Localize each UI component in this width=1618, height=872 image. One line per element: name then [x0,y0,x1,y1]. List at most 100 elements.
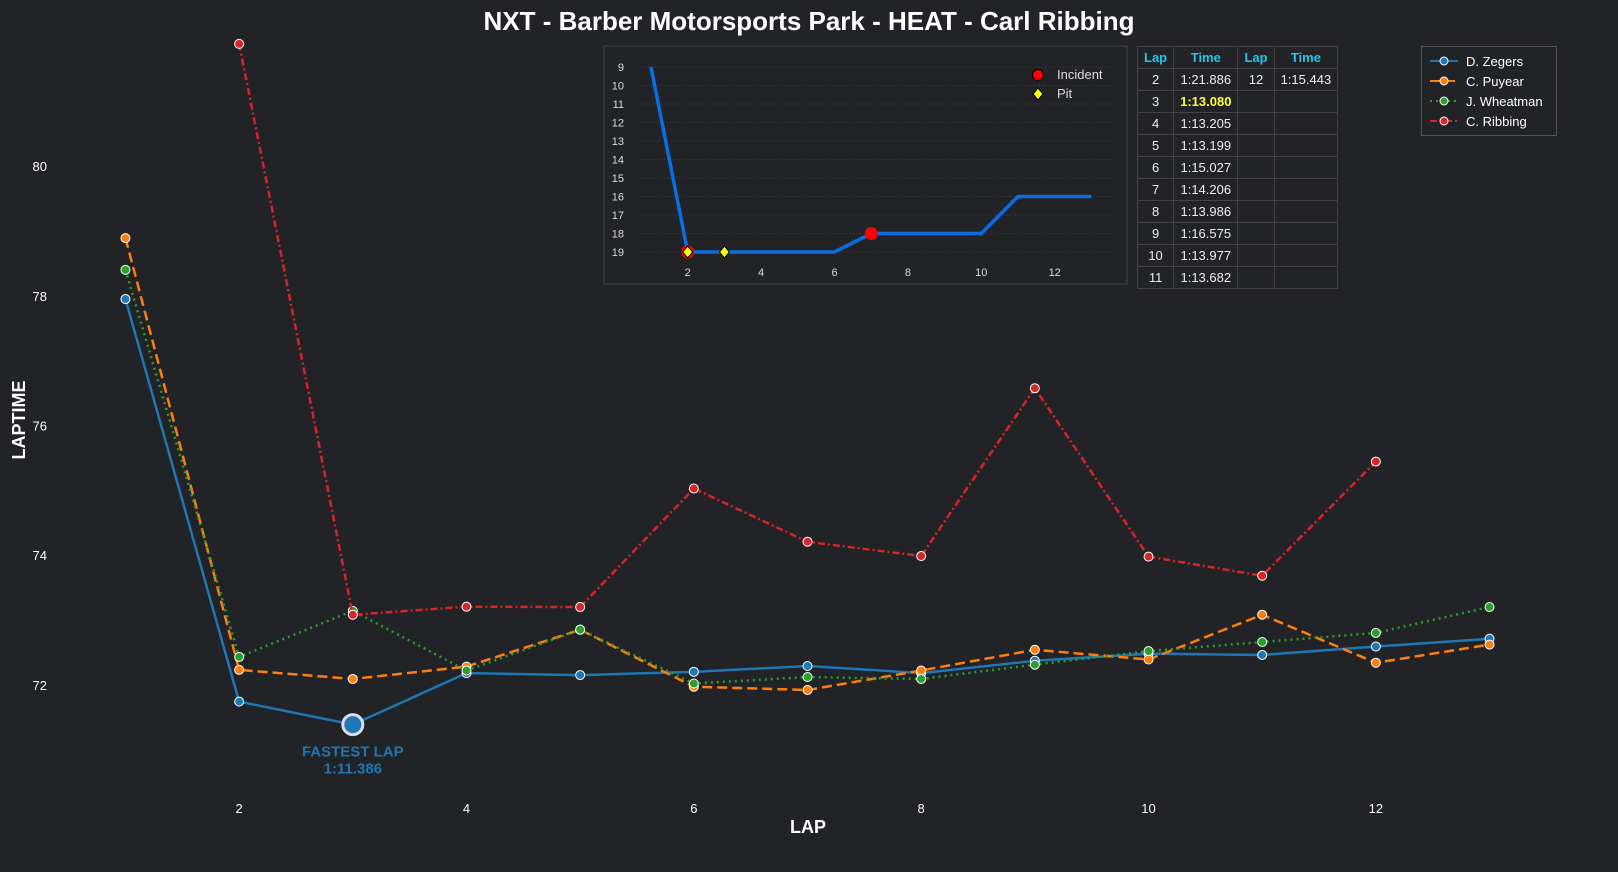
data-point [1484,639,1495,650]
data-point [234,38,245,49]
legend-item: C. Ribbing [1422,111,1556,131]
table-header: Lap [1136,46,1175,69]
table-cell: 1:13.986 [1173,200,1239,223]
table-row: 6 1:15.027 [1136,156,1339,179]
table-row: 2 1:21.886 12 1:15.443 [1136,68,1339,91]
data-point [347,609,358,620]
fastest-lap-marker [341,713,365,737]
table-cell [1273,112,1339,135]
data-point [461,601,472,612]
pit-marker [718,245,731,259]
table-cell [1273,222,1339,245]
table-cell [1273,200,1339,223]
data-point [575,670,586,681]
y-axis-label: LAPTIME [9,381,29,460]
pit-marker [682,245,694,259]
y-tick-label: 74 [33,548,47,563]
data-point [1257,637,1268,647]
legend-label: C. Ribbing [1466,113,1527,129]
legend: D. Zegers C. Puyear J. Wheatman C. Ribbing [1421,46,1557,136]
table-cell: 10 [1136,244,1175,267]
data-point [1143,646,1154,657]
data-point [688,666,699,677]
table-cell [1273,244,1339,267]
data-point [1370,641,1381,652]
x-tick-label: 10 [1141,801,1155,816]
table-cell: 1:15.027 [1173,156,1239,179]
legend-swatch-icon [1430,76,1458,86]
table-cell: 1:13.682 [1173,266,1239,289]
table-cell: 2 [1136,68,1175,91]
pit-legend-icon [1032,87,1044,101]
data-point [688,483,699,494]
x-axis-label: LAP [790,817,826,837]
inset-x-tick-label: 4 [758,267,764,279]
table-cell: 8 [1136,200,1175,223]
data-point [234,664,245,675]
inset-y-tick-label: 13 [612,136,624,148]
chart-title: NXT - Barber Motorsports Park - HEAT - C… [483,6,1135,36]
table-row: 7 1:14.206 [1136,178,1339,201]
table-row: 3 1:13.080 [1136,90,1339,113]
data-point [802,672,813,683]
legend-marker [1439,96,1449,106]
data-point [1029,383,1040,394]
y-tick-label: 76 [33,418,47,433]
table-cell [1237,244,1275,267]
incident-legend-icon [1032,69,1044,81]
inset-x-tick-label: 2 [685,267,691,279]
legend-item: J. Wheatman [1422,91,1556,111]
table-cell [1273,266,1339,289]
table-row: 8 1:13.986 [1136,200,1339,223]
table-cell: 6 [1136,156,1175,179]
data-point [234,696,245,707]
legend-label: C. Puyear [1466,73,1524,89]
inset-y-tick-label: 19 [612,247,624,259]
legend-label: D. Zegers [1466,53,1524,69]
data-point [234,651,245,662]
data-point [461,665,472,676]
data-point [347,673,358,684]
data-point [916,551,927,562]
data-point [575,624,586,635]
inset-y-tick-label: 14 [612,155,624,167]
incident-marker [864,227,878,240]
table-cell [1273,90,1339,113]
y-tick-label: 78 [33,289,47,304]
lap-time-table: Lap Time Lap Time 2 1:21.886 12 1:15.443 3 1:13.0… [1136,46,1339,289]
table-row: 9 1:16.575 [1136,222,1339,245]
series-line [124,298,1490,726]
series-c-ribbing [234,38,1381,620]
table-cell [1273,134,1339,157]
x-tick-label: 6 [690,801,697,816]
table-cell: 1:16.575 [1173,222,1239,245]
table-header: Time [1173,46,1239,69]
table-cell: 1:21.886 [1173,68,1239,91]
fastest-lap-time: 1:11.386 [324,761,382,778]
table-cell: 1:15.443 [1273,68,1339,91]
x-tick-label: 4 [463,801,470,816]
table-cell [1273,178,1339,201]
table-cell [1237,134,1275,157]
inset-y-tick-label: 18 [612,229,624,241]
table-header: Lap [1237,46,1275,69]
data-point [575,602,586,613]
legend-marker [1439,76,1449,86]
inset-x-tick-label: 10 [975,267,987,279]
data-point [1029,659,1040,670]
inset-y-tick-label: 17 [612,210,624,222]
table-cell [1237,156,1275,179]
table-cell [1237,90,1275,113]
data-point [916,665,927,676]
inset-x-tick-label: 12 [1049,267,1061,279]
x-tick-label: 12 [1369,801,1383,816]
series-d-zegers [120,294,1495,730]
y-tick-label: 80 [33,159,47,174]
data-point [1257,570,1268,581]
series-line [124,269,1490,685]
data-point [1029,644,1040,655]
data-point [1257,609,1268,620]
table-cell: 5 [1136,134,1175,157]
legend-marker [1439,116,1449,126]
